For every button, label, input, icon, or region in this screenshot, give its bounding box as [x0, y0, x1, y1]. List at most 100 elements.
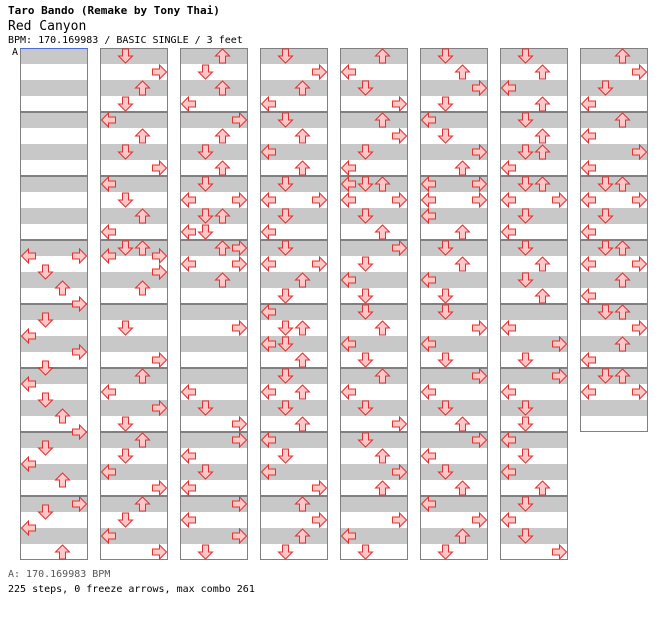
- measure-stripe: [180, 288, 248, 304]
- measure-stripe: [340, 176, 408, 192]
- measure-stripe: [500, 240, 568, 256]
- measure-stripe: [100, 64, 168, 80]
- down-arrow-icon: [277, 544, 294, 560]
- measure-stripe: [420, 112, 488, 128]
- down-arrow-icon: [117, 416, 134, 432]
- measure-frame: [20, 368, 88, 432]
- down-arrow-icon: [437, 128, 454, 144]
- measure-frame: [420, 48, 488, 112]
- down-arrow-icon: [117, 48, 134, 64]
- measure-stripe: [420, 176, 488, 192]
- measure-frame: [100, 176, 168, 240]
- measure-frame: [500, 496, 568, 560]
- right-arrow-icon: [312, 191, 328, 209]
- right-arrow-icon: [552, 367, 568, 385]
- measure-stripe: [260, 496, 328, 512]
- measure-frame: [20, 304, 88, 368]
- measure-stripe: [340, 256, 408, 272]
- measure-stripe: [580, 368, 648, 384]
- left-arrow-icon: [100, 223, 116, 241]
- right-arrow-icon: [632, 383, 648, 401]
- measure-stripe: [500, 144, 568, 160]
- measure-stripe: [20, 256, 88, 272]
- measure-stripe: [500, 160, 568, 176]
- down-arrow-icon: [357, 304, 374, 320]
- left-arrow-icon: [580, 223, 596, 241]
- measure-stripe: [340, 512, 408, 528]
- measure-frame: [340, 176, 408, 240]
- down-arrow-icon: [197, 208, 214, 224]
- left-arrow-icon: [420, 383, 436, 401]
- measure-frame: [260, 368, 328, 432]
- measure-stripe: [420, 272, 488, 288]
- measure-stripe: [100, 496, 168, 512]
- left-arrow-icon: [500, 159, 516, 177]
- measure-stripe: [500, 416, 568, 432]
- measure-frame: [580, 304, 648, 368]
- measure-frame: [100, 112, 168, 176]
- up-arrow-icon: [534, 96, 551, 112]
- measure-stripe: [100, 416, 168, 432]
- measure-stripe: [340, 480, 408, 496]
- down-arrow-icon: [277, 400, 294, 416]
- left-arrow-icon: [20, 519, 36, 537]
- right-arrow-icon: [392, 415, 408, 433]
- measure-stripe: [260, 96, 328, 112]
- measure-frame: [180, 368, 248, 432]
- right-arrow-icon: [472, 175, 488, 193]
- measure-stripe: [580, 144, 648, 160]
- up-arrow-icon: [534, 144, 551, 160]
- measure-stripe: [260, 400, 328, 416]
- up-arrow-icon: [214, 160, 231, 176]
- measure-stripe: [100, 192, 168, 208]
- left-arrow-icon: [100, 111, 116, 129]
- measure-stripe: [100, 240, 168, 256]
- left-arrow-icon: [260, 223, 276, 241]
- right-arrow-icon: [152, 63, 168, 81]
- measure-frame: [100, 240, 168, 304]
- measure-stripe: [420, 368, 488, 384]
- right-arrow-icon: [472, 79, 488, 97]
- left-arrow-icon: [420, 175, 436, 193]
- left-arrow-icon: [340, 63, 356, 81]
- measure-stripe: [500, 192, 568, 208]
- left-arrow-icon: [340, 159, 356, 177]
- left-arrow-icon: [580, 159, 596, 177]
- left-arrow-icon: [500, 383, 516, 401]
- up-arrow-icon: [534, 288, 551, 304]
- measure-stripe: [20, 240, 88, 256]
- measure-stripe: [420, 512, 488, 528]
- down-arrow-icon: [37, 504, 54, 520]
- measure-stripe: [20, 64, 88, 80]
- measure-frame: [20, 432, 88, 496]
- up-arrow-icon: [294, 272, 311, 288]
- left-arrow-icon: [340, 175, 356, 193]
- down-arrow-icon: [597, 80, 614, 96]
- measure-stripe: [180, 464, 248, 480]
- up-arrow-icon: [294, 528, 311, 544]
- measure-stripe: [340, 432, 408, 448]
- measure-stripe: [420, 528, 488, 544]
- measure-stripe: [340, 400, 408, 416]
- up-arrow-icon: [294, 352, 311, 368]
- left-arrow-icon: [500, 431, 516, 449]
- measure-frame: [100, 496, 168, 560]
- measure-stripe: [180, 400, 248, 416]
- up-arrow-icon: [294, 128, 311, 144]
- down-arrow-icon: [517, 240, 534, 256]
- down-arrow-icon: [437, 288, 454, 304]
- up-arrow-icon: [294, 80, 311, 96]
- left-arrow-icon: [260, 191, 276, 209]
- measure-stripe: [20, 464, 88, 480]
- measure-stripe: [20, 448, 88, 464]
- measure-stripe: [420, 192, 488, 208]
- right-arrow-icon: [232, 527, 248, 545]
- down-arrow-icon: [357, 80, 374, 96]
- up-arrow-icon: [214, 80, 231, 96]
- measure-stripe: [500, 320, 568, 336]
- measure-stripe: [580, 416, 648, 432]
- measure-stripe: [100, 256, 168, 272]
- measure-stripe: [260, 160, 328, 176]
- measure-stripe: [340, 112, 408, 128]
